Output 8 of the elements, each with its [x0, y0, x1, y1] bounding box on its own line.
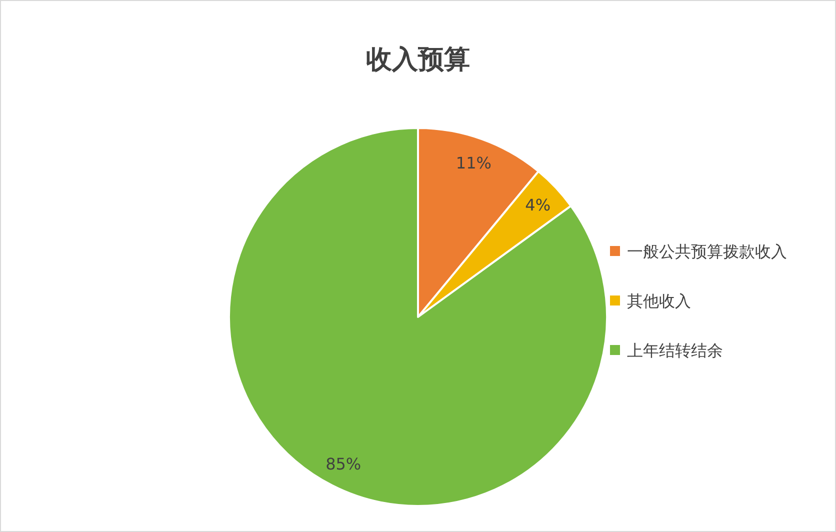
pie-slice [228, 127, 608, 507]
data-label: 85% [326, 454, 362, 474]
legend-label: 一般公共预算拨款收入 [627, 242, 787, 261]
legend-label: 其他收入 [627, 292, 691, 310]
chart-title: 收入预算 [366, 45, 470, 75]
legend-label: 上年结转结余 [627, 341, 723, 360]
data-label: 4% [525, 195, 551, 214]
data-label: 11% [456, 153, 492, 172]
